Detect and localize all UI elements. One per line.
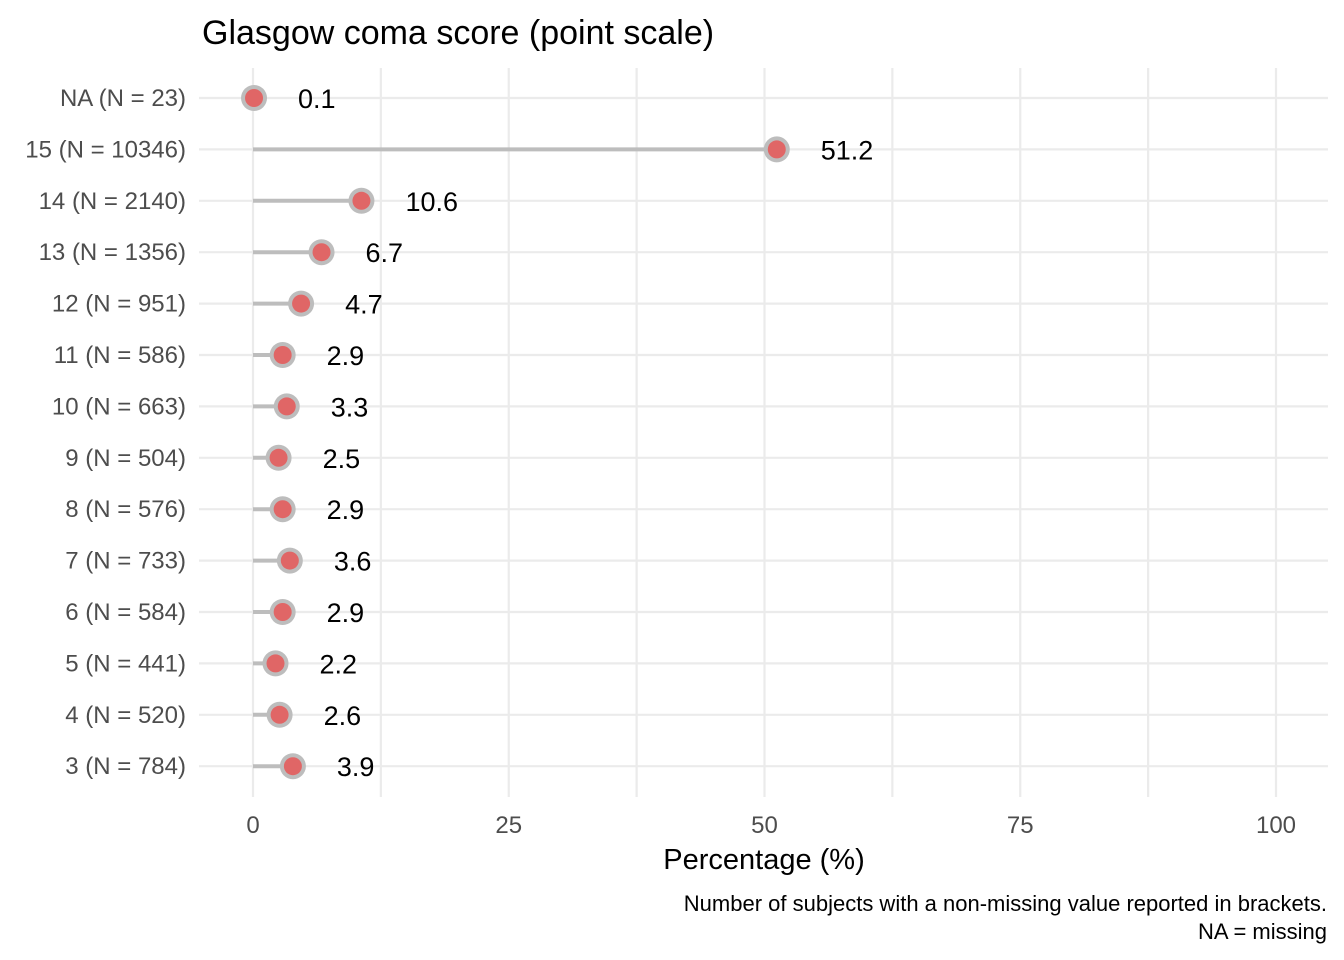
x-tick-label: 100: [1256, 812, 1296, 839]
y-tick-label: 14 (N = 2140): [39, 188, 186, 215]
y-tick-label: 6 (N = 584): [65, 599, 186, 626]
lollipop-point: [283, 757, 302, 776]
data-label: 51.2: [821, 135, 874, 165]
x-tick-label: 25: [495, 812, 522, 839]
lollipop-point: [273, 603, 292, 621]
lollipop-point: [270, 705, 289, 724]
x-tick-layer: 0 25 50 75 100: [246, 812, 1296, 839]
y-tick-label: NA (N = 23): [60, 85, 186, 112]
data-label: 6.7: [366, 238, 404, 268]
y-tick-label: 4 (N = 520): [65, 702, 186, 729]
data-label: 3.3: [331, 392, 369, 422]
data-label: 2.5: [323, 444, 361, 474]
lollipop-point: [352, 191, 371, 210]
data-label: 3.9: [337, 752, 375, 782]
chart-title: Glasgow coma score (point scale): [202, 14, 714, 52]
lollipop-point: [312, 243, 331, 262]
grid-layer: [199, 68, 1328, 797]
y-tick-label: 8 (N = 576): [65, 496, 186, 523]
data-label-layer: 0.1 51.2 10.66.7 4.7 2.9 3.3 2.5 2.9 3.6 2.9 2.2 2.…: [298, 84, 873, 782]
y-tick-label: 13 (N = 1356): [39, 239, 186, 266]
x-tick-label: 50: [751, 812, 778, 839]
lollipop-point: [292, 294, 311, 313]
data-label: 2.2: [320, 649, 358, 679]
data-label: 0.1: [298, 84, 336, 114]
y-tick-label: 5 (N = 441): [65, 650, 186, 677]
data-label: 10.6: [405, 187, 458, 217]
x-tick-label: 0: [246, 812, 259, 839]
caption-line-2: NA = missing: [1198, 919, 1327, 944]
dot-layer: [241, 85, 790, 780]
lollipop-point: [277, 397, 296, 416]
data-label: 2.9: [327, 341, 365, 371]
y-tick-label: 7 (N = 733): [65, 548, 186, 575]
y-tick-label: 15 (N = 10346): [25, 136, 186, 163]
data-label: 2.9: [327, 495, 365, 525]
y-tick-layer: NA (N = 23) 15 (N = 10346) 14 (N = 2140) 13…: [25, 85, 186, 780]
caption-line-1: Number of subjects with a non-missing va…: [684, 891, 1327, 916]
x-tick-label: 75: [1007, 812, 1034, 839]
y-tick-label: 3 (N = 784): [65, 753, 186, 780]
y-tick-label: 9 (N = 504): [65, 445, 186, 472]
lollipop-point: [273, 500, 292, 519]
y-tick-label: 12 (N = 951): [52, 291, 186, 318]
data-label: 2.9: [327, 598, 365, 628]
lollipop-point: [767, 140, 786, 159]
x-axis-label: Percentage (%): [663, 844, 865, 876]
y-tick-label: 10 (N = 663): [52, 393, 186, 420]
lollipop-point: [280, 551, 299, 570]
y-tick-label: 11 (N = 586): [54, 342, 186, 369]
lollipop-point: [266, 654, 285, 673]
lollipop-point: [273, 346, 292, 364]
data-label: 2.6: [324, 701, 362, 731]
lollipop-point: [245, 89, 264, 107]
data-label: 4.7: [345, 290, 383, 320]
lollipop-point: [269, 448, 288, 467]
data-label: 3.6: [334, 547, 372, 577]
